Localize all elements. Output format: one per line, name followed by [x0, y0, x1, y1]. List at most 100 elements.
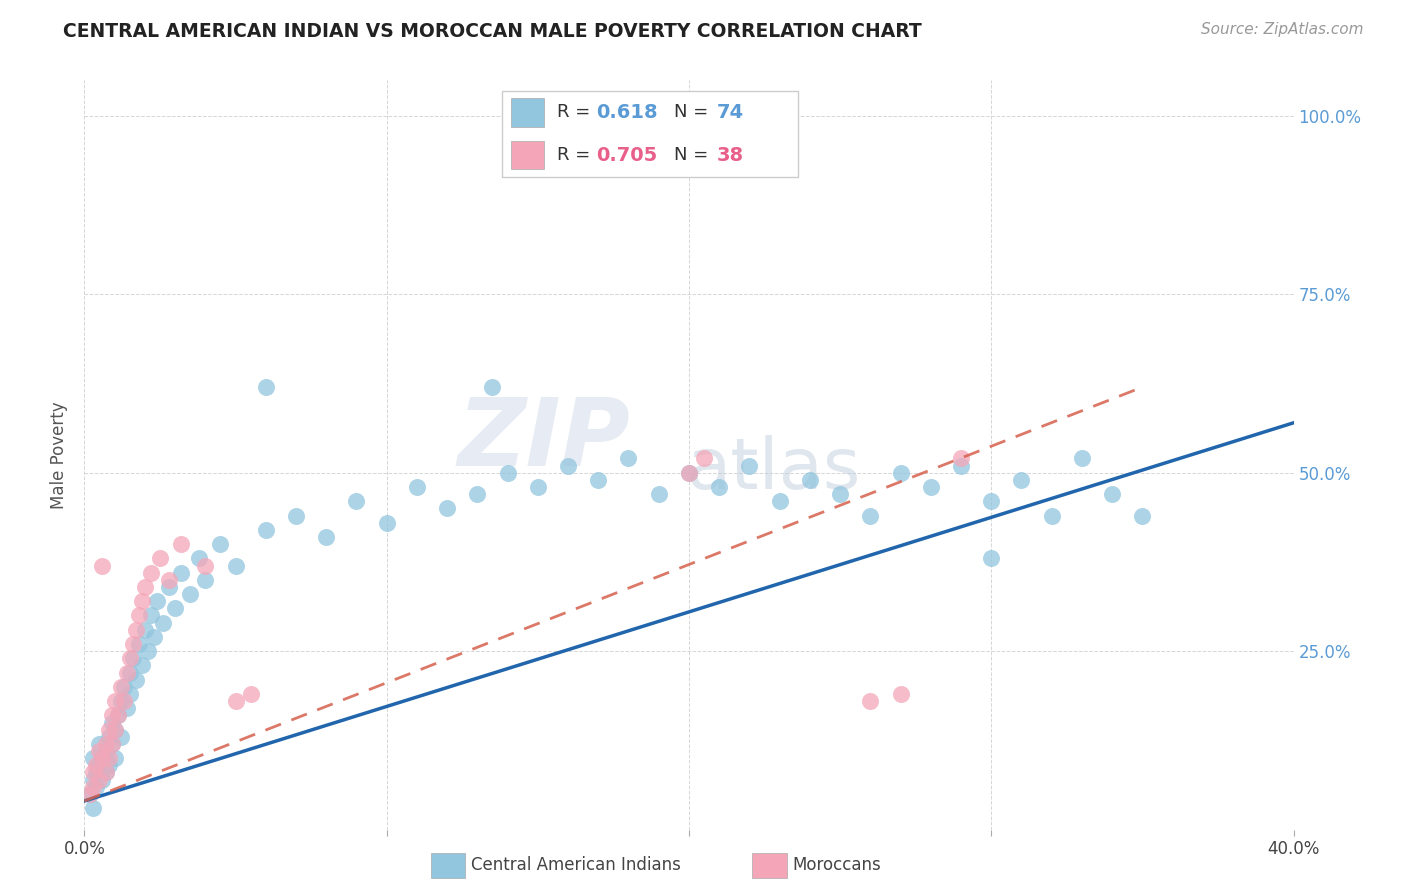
- Point: [693, 451, 716, 466]
- Point: [97, 730, 120, 744]
- Point: [1040, 508, 1063, 523]
- Point: [94, 765, 117, 780]
- Point: [179, 587, 201, 601]
- Point: [91, 751, 114, 765]
- Point: [406, 480, 429, 494]
- Point: [136, 644, 159, 658]
- Point: [110, 730, 132, 744]
- Point: [97, 758, 120, 772]
- Point: [86, 758, 108, 772]
- Text: N =: N =: [675, 103, 714, 121]
- Point: [188, 551, 211, 566]
- Point: [89, 737, 111, 751]
- Text: Moroccans: Moroccans: [793, 856, 882, 874]
- Text: R =: R =: [557, 146, 596, 164]
- Point: [194, 558, 217, 573]
- Point: [104, 694, 127, 708]
- Point: [648, 487, 671, 501]
- Point: [588, 473, 610, 487]
- Point: [79, 787, 101, 801]
- Point: [110, 680, 132, 694]
- Point: [225, 558, 247, 573]
- Point: [82, 801, 104, 815]
- Point: [100, 737, 122, 751]
- Point: [100, 737, 122, 751]
- Point: [557, 458, 579, 473]
- Point: [82, 780, 104, 794]
- Text: CENTRAL AMERICAN INDIAN VS MOROCCAN MALE POVERTY CORRELATION CHART: CENTRAL AMERICAN INDIAN VS MOROCCAN MALE…: [63, 22, 922, 41]
- Point: [97, 723, 120, 737]
- Point: [920, 480, 942, 494]
- Point: [496, 466, 519, 480]
- Text: atlas: atlas: [686, 435, 860, 504]
- Point: [678, 466, 700, 480]
- Point: [950, 458, 973, 473]
- Text: Central American Indians: Central American Indians: [471, 856, 681, 874]
- Point: [104, 723, 127, 737]
- Point: [723, 159, 745, 173]
- Point: [100, 715, 122, 730]
- Point: [738, 458, 761, 473]
- Point: [467, 487, 489, 501]
- Point: [1101, 487, 1123, 501]
- Point: [209, 537, 232, 551]
- Point: [859, 508, 882, 523]
- Point: [481, 380, 503, 394]
- Point: [125, 673, 148, 687]
- Point: [94, 765, 117, 780]
- Text: 0.705: 0.705: [596, 145, 657, 165]
- Point: [94, 737, 117, 751]
- Point: [112, 680, 135, 694]
- Point: [100, 708, 122, 723]
- Point: [139, 566, 162, 580]
- FancyBboxPatch shape: [502, 91, 799, 177]
- Point: [115, 701, 138, 715]
- Point: [128, 637, 150, 651]
- Point: [79, 787, 101, 801]
- Point: [82, 765, 104, 780]
- Point: [110, 694, 132, 708]
- Point: [617, 451, 640, 466]
- Point: [254, 380, 277, 394]
- Point: [346, 494, 368, 508]
- Point: [225, 694, 247, 708]
- Text: N =: N =: [675, 146, 714, 164]
- Point: [152, 615, 174, 630]
- Point: [89, 772, 111, 787]
- Point: [980, 551, 1002, 566]
- Point: [118, 651, 141, 665]
- Text: 38: 38: [717, 145, 744, 165]
- Point: [91, 772, 114, 787]
- Point: [830, 487, 852, 501]
- Point: [1071, 451, 1094, 466]
- Point: [165, 601, 187, 615]
- Point: [157, 573, 180, 587]
- Point: [134, 623, 156, 637]
- Point: [890, 687, 912, 701]
- Point: [121, 651, 143, 665]
- Point: [678, 466, 700, 480]
- Point: [254, 523, 277, 537]
- Point: [194, 573, 217, 587]
- Y-axis label: Male Poverty: Male Poverty: [51, 401, 69, 508]
- Point: [91, 751, 114, 765]
- Point: [375, 516, 398, 530]
- Text: R =: R =: [557, 103, 596, 121]
- Point: [799, 473, 821, 487]
- Point: [82, 751, 104, 765]
- Point: [128, 608, 150, 623]
- Point: [112, 694, 135, 708]
- Point: [89, 744, 111, 758]
- Text: 74: 74: [717, 103, 744, 122]
- Point: [139, 608, 162, 623]
- FancyBboxPatch shape: [512, 141, 544, 169]
- Point: [146, 594, 169, 608]
- Point: [107, 708, 129, 723]
- FancyBboxPatch shape: [430, 853, 465, 878]
- Point: [97, 751, 120, 765]
- Point: [118, 687, 141, 701]
- Point: [86, 780, 108, 794]
- Point: [82, 772, 104, 787]
- Point: [1011, 473, 1033, 487]
- Point: [125, 623, 148, 637]
